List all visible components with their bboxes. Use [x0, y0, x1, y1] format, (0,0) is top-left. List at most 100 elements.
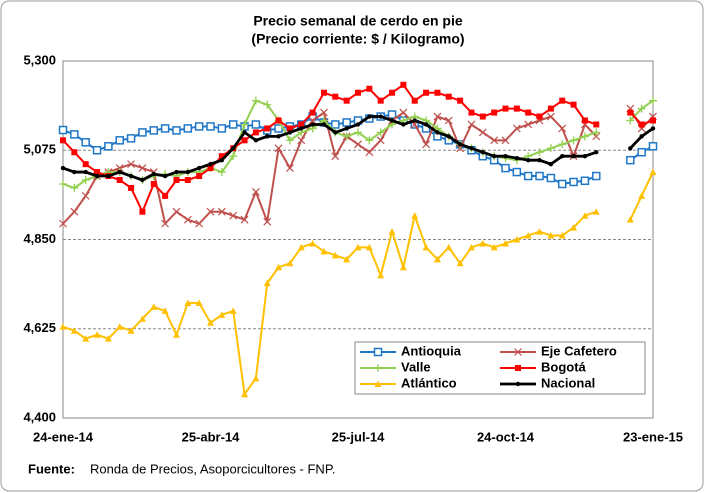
marker: [59, 323, 67, 330]
marker: [422, 140, 431, 149]
marker: [560, 154, 565, 159]
marker: [275, 263, 283, 271]
marker: [570, 101, 577, 108]
marker: [580, 176, 590, 186]
plot: [58, 81, 658, 398]
marker: [546, 144, 555, 153]
marker: [582, 154, 588, 159]
x-tick-label: 25-abr-14: [182, 429, 241, 444]
marker: [503, 154, 508, 159]
marker: [593, 121, 600, 128]
marker: [263, 100, 272, 109]
marker: [217, 168, 226, 177]
legend-label: Atlántico: [401, 375, 457, 390]
marker: [240, 215, 249, 224]
marker: [535, 148, 544, 157]
marker: [501, 136, 510, 145]
marker: [219, 157, 225, 163]
marker: [365, 243, 373, 251]
marker: [162, 173, 168, 179]
marker: [479, 113, 486, 120]
marker: [581, 212, 589, 219]
marker: [332, 93, 339, 100]
marker: [276, 134, 281, 139]
marker: [570, 224, 578, 231]
marker: [72, 169, 77, 175]
marker: [580, 132, 589, 141]
marker: [218, 311, 226, 318]
marker: [365, 136, 374, 145]
marker: [650, 117, 656, 124]
marker: [140, 177, 145, 183]
marker: [524, 232, 532, 239]
marker: [546, 112, 555, 121]
marker: [58, 125, 68, 135]
marker: [331, 120, 340, 129]
marker: [253, 138, 259, 143]
marker: [490, 243, 498, 251]
marker: [412, 118, 417, 123]
marker: [138, 315, 146, 322]
marker: [310, 122, 315, 127]
marker: [411, 212, 419, 219]
marker: [376, 128, 385, 137]
legend-label: Bogotá: [541, 359, 587, 374]
marker: [399, 108, 408, 117]
marker: [194, 122, 204, 131]
marker: [389, 118, 395, 123]
marker: [93, 331, 101, 338]
marker: [376, 136, 385, 145]
marker: [480, 150, 486, 155]
marker: [333, 130, 338, 135]
marker: [514, 155, 520, 161]
marker: [298, 121, 305, 128]
marker: [354, 128, 362, 137]
marker: [126, 134, 136, 143]
marker: [218, 153, 225, 160]
marker: [320, 247, 328, 255]
marker: [196, 173, 203, 180]
marker: [173, 177, 180, 183]
legend-marker: [515, 381, 521, 387]
marker: [251, 120, 261, 129]
marker: [344, 126, 349, 131]
marker: [299, 126, 304, 131]
marker: [59, 219, 67, 228]
marker: [355, 122, 361, 127]
marker: [81, 191, 90, 200]
marker: [444, 116, 453, 125]
legend-marker: [374, 380, 382, 387]
marker: [366, 85, 373, 92]
marker: [594, 150, 599, 155]
marker: [160, 124, 170, 133]
marker: [355, 89, 361, 96]
marker: [377, 97, 384, 104]
marker: [547, 105, 554, 112]
marker: [71, 149, 78, 156]
marker: [106, 173, 111, 179]
marker: [389, 89, 396, 96]
marker: [536, 113, 543, 120]
marker: [230, 146, 236, 151]
marker: [433, 255, 441, 263]
marker: [128, 184, 135, 191]
marker: [185, 169, 191, 175]
marker: [172, 207, 181, 216]
marker: [378, 114, 383, 119]
marker: [469, 146, 474, 151]
marker: [70, 207, 79, 216]
marker: [558, 232, 566, 239]
marker: [491, 154, 497, 159]
y-tick-label: 5,075: [23, 142, 56, 157]
marker: [240, 120, 249, 129]
marker: [308, 116, 317, 125]
marker: [592, 208, 600, 215]
marker: [263, 217, 272, 226]
x-tick-label: 24-oct-14: [477, 429, 535, 444]
marker: [60, 137, 66, 144]
marker: [206, 207, 215, 216]
marker: [523, 171, 533, 181]
marker: [354, 243, 362, 251]
marker: [183, 124, 193, 133]
